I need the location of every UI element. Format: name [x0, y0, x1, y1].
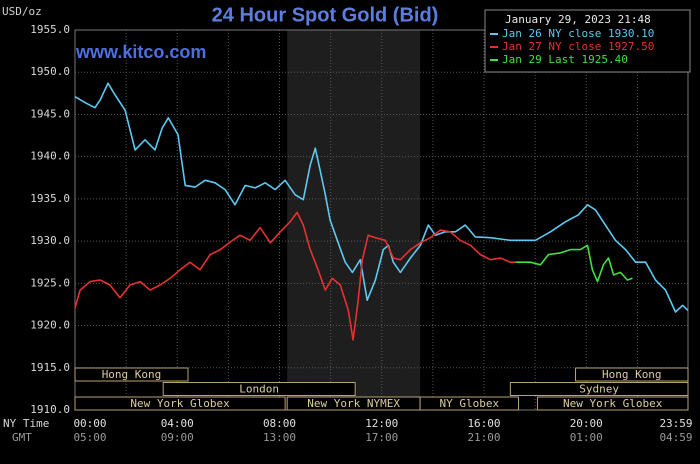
- y-tick-label: 1950.0: [30, 65, 70, 78]
- x-tick-label: 20:00: [570, 417, 603, 430]
- price-line: [74, 211, 516, 341]
- y-tick-label: 1925.0: [30, 276, 70, 289]
- watermark: www.kitco.com: [75, 42, 206, 62]
- session-bar: [509, 382, 689, 396]
- y-tick-label: 1930.0: [30, 234, 70, 247]
- x-gmt-label: 13:00: [263, 431, 296, 444]
- session-bar: [575, 367, 689, 382]
- price-line: [74, 82, 689, 313]
- legend-box: [484, 9, 691, 73]
- x-gmt-label: 17:00: [365, 431, 398, 444]
- y-tick-label: 1955.0: [30, 23, 70, 36]
- x-tick-label: 08:00: [263, 417, 296, 430]
- x-gmt-label: 21:00: [467, 431, 500, 444]
- plot-background-layer: [74, 29, 689, 411]
- session-label: London: [239, 383, 279, 396]
- x-tick-label: 12:00: [365, 417, 398, 430]
- session-bar: [162, 382, 356, 396]
- y-tick-label: 1940.0: [30, 150, 70, 163]
- session-label: New York NYMEX: [307, 397, 400, 410]
- session-bar: [74, 367, 189, 382]
- session-bar: [419, 396, 520, 411]
- session-label: New York Globex: [563, 397, 663, 410]
- session-label: Hong Kong: [602, 368, 662, 381]
- shaded-span: [287, 30, 421, 410]
- x-gmt-label: 04:59: [659, 431, 692, 444]
- legend-label: Jan 27 NY close 1927.50: [502, 40, 654, 53]
- y-tick-label: 1935.0: [30, 192, 70, 205]
- x-gmt-label: 05:00: [73, 431, 106, 444]
- x-gmt-label: 01:00: [570, 431, 603, 444]
- y-tick-label: 1915.0: [30, 361, 70, 374]
- session-bar: [536, 396, 689, 411]
- session-label: NY Globex: [440, 397, 500, 410]
- legend-label: Jan 29 Last 1925.40: [502, 53, 628, 66]
- chart-title: 24 Hour Spot Gold (Bid): [212, 4, 439, 26]
- x-tick-label: 00:00: [73, 417, 106, 430]
- session-label: New York Globex: [130, 397, 230, 410]
- session-bar: [74, 396, 286, 411]
- legend-label: Jan 26 NY close 1930.10: [502, 27, 654, 40]
- session-label: Hong Kong: [102, 368, 162, 381]
- y-tick-label: 1945.0: [30, 107, 70, 120]
- x-gmt-label: 09:00: [161, 431, 194, 444]
- timestamp: January 29, 2023 21:48: [505, 13, 651, 26]
- x-tick-label: 04:00: [161, 417, 194, 430]
- price-line: [515, 244, 633, 283]
- x-tick-label: 16:00: [467, 417, 500, 430]
- y-tick-label: 1910.0: [30, 403, 70, 416]
- x-tick-label: 23:59: [659, 417, 692, 430]
- y-tick-label: 1920.0: [30, 319, 70, 332]
- x-row-label: GMT: [12, 431, 32, 444]
- x-row-label: NY Time: [3, 417, 49, 430]
- session-label: Sydney: [579, 383, 619, 396]
- y-unit-label: USD/oz: [2, 5, 42, 18]
